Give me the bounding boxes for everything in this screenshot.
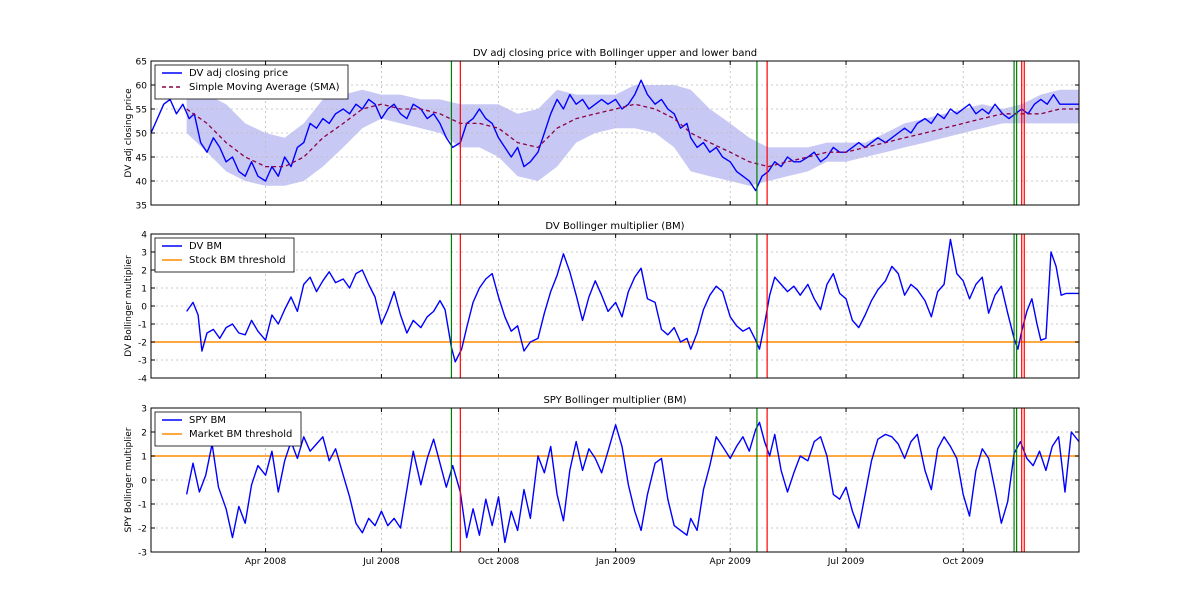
legend: DV BM Stock BM threshold	[154, 237, 295, 273]
chart-title: DV Bollinger multiplier (BM)	[545, 221, 684, 232]
y-tick-label: 65	[136, 58, 147, 68]
x-tick-label: Apr 2009	[710, 557, 752, 567]
legend: SPY BM Market BM threshold	[154, 411, 302, 447]
y-tick-label: 50	[136, 130, 148, 140]
legend-label: DV BM	[189, 241, 222, 252]
legend-label: SPY BM	[189, 415, 226, 426]
y-tick-label: 1	[141, 453, 147, 463]
y-tick-label: 55	[136, 106, 147, 116]
series-line-1	[186, 238, 1079, 363]
legend-label: Simple Moving Average (SMA)	[189, 82, 340, 93]
y-tick-label: 0	[141, 477, 147, 487]
legend-box	[154, 64, 349, 100]
y-axis-label: DV adj closing price	[124, 88, 134, 178]
x-tick-label: Jan 2009	[595, 557, 636, 567]
x-tick-label: Jul 2009	[827, 557, 865, 567]
y-tick-label: -1	[138, 321, 147, 331]
y-axis-label: DV Bollinger multiplier	[124, 255, 134, 357]
y-axis-label: SPY Bollinger multiplier	[124, 427, 134, 532]
y-tick-label: -3	[138, 357, 147, 367]
legend: DV adj closing price Simple Moving Averag…	[154, 64, 349, 100]
y-tick-label: 3	[141, 249, 147, 259]
y-tick-label: -3	[138, 549, 147, 559]
legend-label: DV adj closing price	[189, 68, 288, 79]
legend-label: Market BM threshold	[189, 429, 292, 440]
sma-series-line	[186, 103, 1079, 168]
chart-title: DV adj closing price with Bollinger uppe…	[473, 48, 757, 59]
y-tick-label: -2	[138, 525, 147, 535]
y-tick-label: 4	[141, 231, 147, 241]
y-tick-label: 60	[136, 82, 148, 92]
x-tick-label: Oct 2009	[942, 557, 984, 567]
bollinger-band	[186, 85, 1079, 186]
y-tick-label: -4	[138, 375, 147, 385]
y-tick-label: 45	[136, 154, 147, 164]
y-tick-label: 3	[141, 405, 147, 415]
x-tick-label: Oct 2008	[478, 557, 520, 567]
y-tick-label: -2	[138, 339, 147, 349]
series-line-1	[185, 421, 1079, 544]
y-tick-label: 0	[141, 303, 147, 313]
series-line-1	[151, 79, 1079, 192]
y-tick-label: -1	[138, 501, 147, 511]
y-tick-label: 40	[136, 178, 148, 188]
x-tick-label: Jul 2008	[362, 557, 400, 567]
legend-label: Stock BM threshold	[189, 255, 286, 266]
chart-title: SPY Bollinger multiplier (BM)	[543, 395, 686, 406]
y-tick-label: 1	[141, 285, 147, 295]
y-tick-label: 2	[141, 267, 147, 277]
chart-panel-3: -3 -2 -1 0 1 2 3 Apr 2008 Jul 2008 Oct 2008 Jan 20…	[124, 395, 1080, 567]
legend-box	[154, 237, 295, 273]
y-tick-label: 2	[141, 429, 147, 439]
x-tick-label: Apr 2008	[245, 557, 287, 567]
y-tick-label: 35	[136, 202, 147, 212]
legend-box	[154, 411, 302, 447]
chart-panel-2: -4 -3 -2 -1 0 1 2 3 4 DV Bollinger multiplier (BM…	[124, 221, 1080, 385]
chart-panel-1: 35 40 45 50 55 60 65 DV adj closing price with …	[124, 48, 1080, 212]
